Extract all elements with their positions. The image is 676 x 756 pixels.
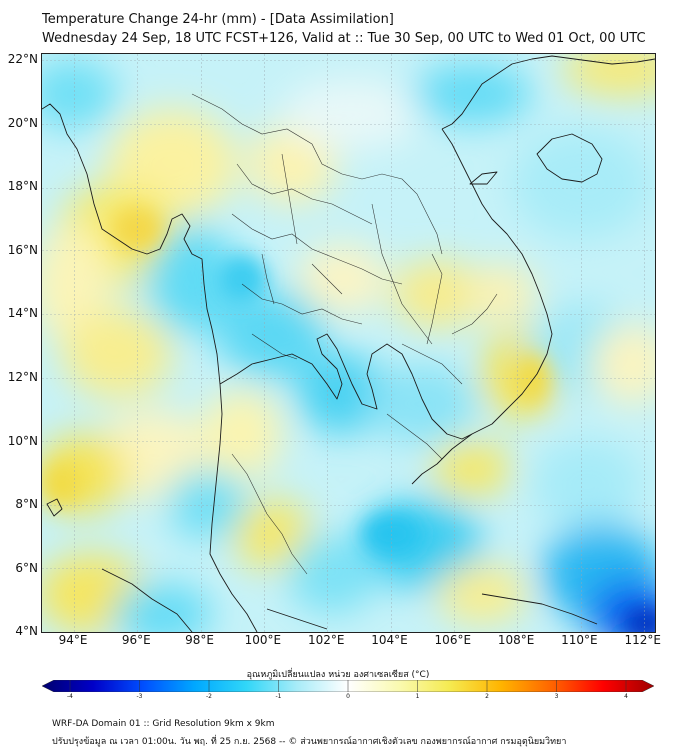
lat-label: 16°N — [7, 242, 38, 257]
colorbar-tick-label: 3 — [554, 693, 559, 700]
map-title: Temperature Change 24-hr (mm) - [Data As… — [42, 12, 394, 27]
colorbar-tick-label: 0 — [346, 693, 350, 700]
footer-model-info: WRF-DA Domain 01 :: Grid Resolution 9km … — [52, 719, 275, 729]
temperature-change-map — [41, 53, 656, 633]
lon-label: 106°E — [434, 633, 472, 647]
colorbar-tick-marks — [69, 680, 627, 692]
map-subtitle: Wednesday 24 Sep, 18 UTC FCST+126, Valid… — [42, 31, 646, 46]
lat-label: 10°N — [7, 433, 38, 448]
colorbar-tick-label: -4 — [67, 693, 73, 700]
lon-label: 110°E — [561, 633, 598, 647]
lat-label: 4°N — [15, 624, 38, 639]
colorbar-tick-label: -2 — [206, 693, 212, 700]
colorbar — [42, 680, 654, 692]
colorbar-tick-label: -1 — [275, 693, 282, 700]
colorbar-label: อุณหภูมิเปลี่ยนแปลง หน่วย องศาเซลเซียส (… — [246, 670, 430, 680]
lon-label: 100°E — [244, 633, 282, 647]
lon-label: 96°E — [121, 633, 151, 647]
lat-label: 14°N — [7, 306, 38, 321]
lat-label: 8°N — [15, 497, 38, 512]
lat-label: 6°N — [15, 560, 38, 575]
temperature-field — [42, 54, 655, 632]
footer-credit: ปรับปรุงข้อมูล ณ เวลา 01:00น. วัน พฤ. ที… — [52, 737, 567, 747]
lat-label: 18°N — [7, 179, 38, 194]
colorbar-tick-label: 2 — [485, 693, 489, 700]
lat-label: 12°N — [7, 370, 38, 384]
colorbar-tick-label: 1 — [415, 693, 420, 700]
lon-label: 98°E — [185, 633, 215, 647]
lon-label: 102°E — [307, 633, 345, 647]
lon-label: 94°E — [58, 633, 88, 647]
lat-label: 20°N — [7, 115, 38, 130]
graticule — [42, 54, 655, 632]
lat-label: 22°N — [7, 52, 38, 66]
lon-label: 104°E — [371, 633, 408, 647]
map-canvas — [42, 54, 655, 632]
lon-label: 108°E — [497, 633, 535, 647]
coastlines — [42, 55, 655, 632]
colorbar-tick-label: -3 — [136, 693, 143, 700]
admin-borders — [191, 93, 498, 575]
colorbar-tick-label: 4 — [624, 693, 628, 700]
lon-label: 112°E — [624, 633, 661, 647]
